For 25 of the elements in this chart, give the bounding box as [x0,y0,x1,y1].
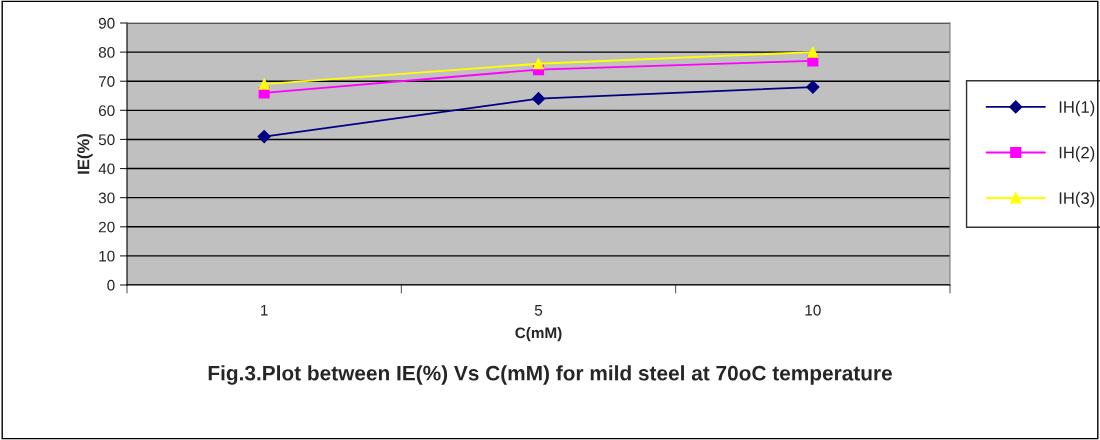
x-tick-label: 10 [805,304,821,316]
point [257,129,271,144]
x-tick-label: 1 [261,305,268,316]
y-tick-label: 40 [98,163,115,175]
y-tick-label: 10 [99,250,115,262]
y-tick-label: 70 [98,76,115,87]
y-tick-label: 20 [98,221,115,233]
point [531,92,546,106]
text: Fig.3.Plot between IE(%) Vs C(mM) for mild steel at 70oC temperature [208,365,892,385]
y-tick-label: 60 [98,105,115,117]
y-tick-label: 90 [98,17,115,29]
legend-label: IH(2) [1059,146,1095,162]
y-tick-label: 30 [98,192,115,204]
y-tick-label: 80 [98,46,115,58]
point [806,80,820,94]
point [807,46,819,58]
y-axis-title: IE(%) [77,134,93,174]
legend-label: IH(3) [1059,191,1095,208]
y-tick-label: 0 [107,279,115,291]
y-tick-label: 50 [98,134,115,146]
x-tick-label: 5 [534,305,543,316]
point [532,58,545,70]
point [258,78,270,90]
x-axis-title: C(mM) [515,327,562,342]
legend-label: IH(1) [1059,100,1095,117]
